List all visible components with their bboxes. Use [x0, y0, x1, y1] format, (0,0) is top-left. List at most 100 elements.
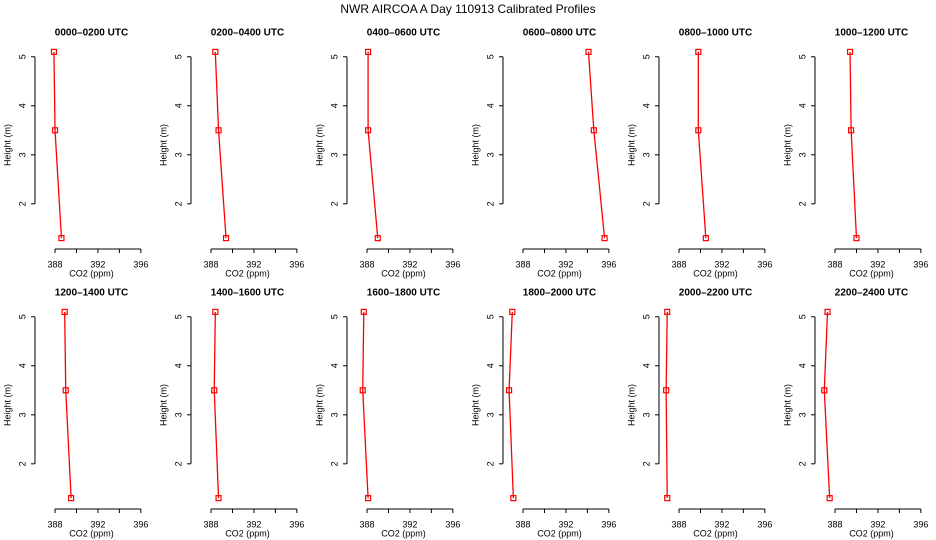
y-tick-label: 5 [485, 314, 495, 319]
data-point [826, 495, 833, 502]
data-point [695, 48, 702, 55]
y-tick-label: 3 [797, 152, 807, 157]
y-axis-label: Height (m) [314, 124, 324, 166]
panel-title: 0400–0600 UTC [367, 28, 440, 39]
panel: 1800–2000 UTC 388 392 396 2 3 4 5 CO2 (ppm) Heigh… [470, 288, 616, 539]
profile-line [214, 51, 227, 239]
y-axis-label: Height (m) [2, 124, 12, 166]
x-tick-label: 396 [133, 259, 148, 269]
panel-title: 1200–1400 UTC [55, 288, 128, 299]
profile-line [64, 311, 72, 499]
panel-title: 1400–1600 UTC [211, 288, 284, 299]
y-axis-label: Height (m) [158, 384, 168, 426]
x-axis-label: CO2 (ppm) [225, 528, 270, 538]
profile-line [213, 311, 220, 499]
y-tick-label: 2 [17, 461, 27, 466]
y-tick-label: 5 [797, 54, 807, 59]
y-tick-label: 4 [329, 363, 339, 368]
y-tick-label: 2 [641, 201, 651, 206]
y-tick-label: 5 [329, 54, 339, 59]
y-tick-label: 5 [17, 54, 27, 59]
y-axis-label: Height (m) [626, 124, 636, 166]
x-tick-label: 388 [204, 519, 219, 529]
data-point [50, 48, 58, 55]
x-tick-label: 392 [714, 259, 729, 269]
x-axis-label: CO2 (ppm) [225, 268, 270, 278]
x-tick-label: 392 [402, 519, 417, 529]
panel-title: 2200–2400 UTC [835, 288, 908, 299]
x-tick-label: 388 [516, 259, 531, 269]
y-tick-label: 2 [173, 461, 183, 466]
x-tick-label: 388 [828, 259, 843, 269]
data-point [848, 127, 855, 134]
y-tick-label: 3 [485, 152, 495, 157]
panel-title: 2000–2200 UTC [679, 288, 752, 299]
panel-title: 0600–0800 UTC [523, 28, 596, 39]
x-tick-label: 388 [48, 519, 63, 529]
data-point [695, 127, 702, 134]
y-axis-label: Height (m) [470, 124, 480, 166]
y-tick-label: 2 [485, 461, 495, 466]
panel-title: 1800–2000 UTC [523, 288, 596, 299]
data-point [505, 387, 513, 394]
y-tick-label: 4 [17, 103, 27, 108]
y-tick-label: 4 [797, 363, 807, 368]
x-tick-label: 396 [913, 519, 928, 529]
profile-line [508, 311, 515, 499]
y-tick-label: 2 [17, 201, 27, 206]
data-point [853, 235, 860, 242]
y-tick-label: 3 [329, 152, 339, 157]
data-point [585, 48, 592, 55]
data-point [215, 127, 222, 134]
y-axis-label: Height (m) [470, 384, 480, 426]
y-tick-label: 4 [641, 363, 651, 368]
y-tick-label: 3 [329, 412, 339, 417]
y-tick-label: 3 [641, 412, 651, 417]
profile-line [367, 51, 379, 239]
data-point [364, 48, 372, 55]
y-tick-label: 5 [17, 314, 27, 319]
x-axis-label: CO2 (ppm) [693, 268, 738, 278]
x-axis-label: CO2 (ppm) [849, 268, 894, 278]
x-tick-label: 396 [445, 519, 460, 529]
x-axis-label: CO2 (ppm) [381, 528, 426, 538]
x-tick-label: 388 [48, 259, 63, 269]
data-point [68, 495, 75, 502]
x-tick-label: 388 [204, 259, 219, 269]
panel: 0400–0600 UTC 388 392 396 2 3 4 5 CO2 (ppm) Heigh… [314, 28, 460, 279]
y-tick-label: 2 [797, 461, 807, 466]
x-tick-label: 392 [558, 259, 573, 269]
x-tick-label: 396 [913, 259, 928, 269]
data-point [58, 235, 65, 242]
y-tick-label: 5 [485, 54, 495, 59]
y-axis-label: Height (m) [158, 124, 168, 166]
y-tick-label: 5 [797, 314, 807, 319]
x-tick-label: 392 [714, 519, 729, 529]
y-tick-label: 2 [329, 201, 339, 206]
x-tick-label: 388 [672, 519, 687, 529]
panel: 0000–0200 UTC 388 392 396 2 3 4 5 CO2 (ppm) Heigh… [2, 28, 148, 279]
y-tick-label: 3 [173, 152, 183, 157]
panel-title: 0800–1000 UTC [679, 28, 752, 39]
panel: 0600–0800 UTC 388 392 396 2 3 4 5 CO2 (ppm) Heigh… [470, 28, 616, 279]
x-tick-label: 388 [516, 519, 531, 529]
y-axis-label: Height (m) [626, 384, 636, 426]
data-point [824, 308, 831, 315]
data-point [51, 127, 59, 134]
x-axis-label: CO2 (ppm) [849, 528, 894, 538]
y-tick-label: 2 [797, 201, 807, 206]
x-tick-label: 396 [133, 519, 148, 529]
panel-title: 1600–1800 UTC [367, 288, 440, 299]
y-tick-label: 5 [329, 314, 339, 319]
x-tick-label: 392 [402, 259, 417, 269]
y-axis-label: Height (m) [782, 124, 792, 166]
profile-line [53, 51, 63, 239]
data-point [664, 308, 671, 315]
data-point [601, 235, 608, 242]
data-point [509, 308, 516, 315]
y-tick-label: 2 [641, 461, 651, 466]
y-tick-label: 4 [485, 103, 495, 108]
x-tick-label: 396 [445, 259, 460, 269]
x-tick-label: 392 [90, 259, 105, 269]
